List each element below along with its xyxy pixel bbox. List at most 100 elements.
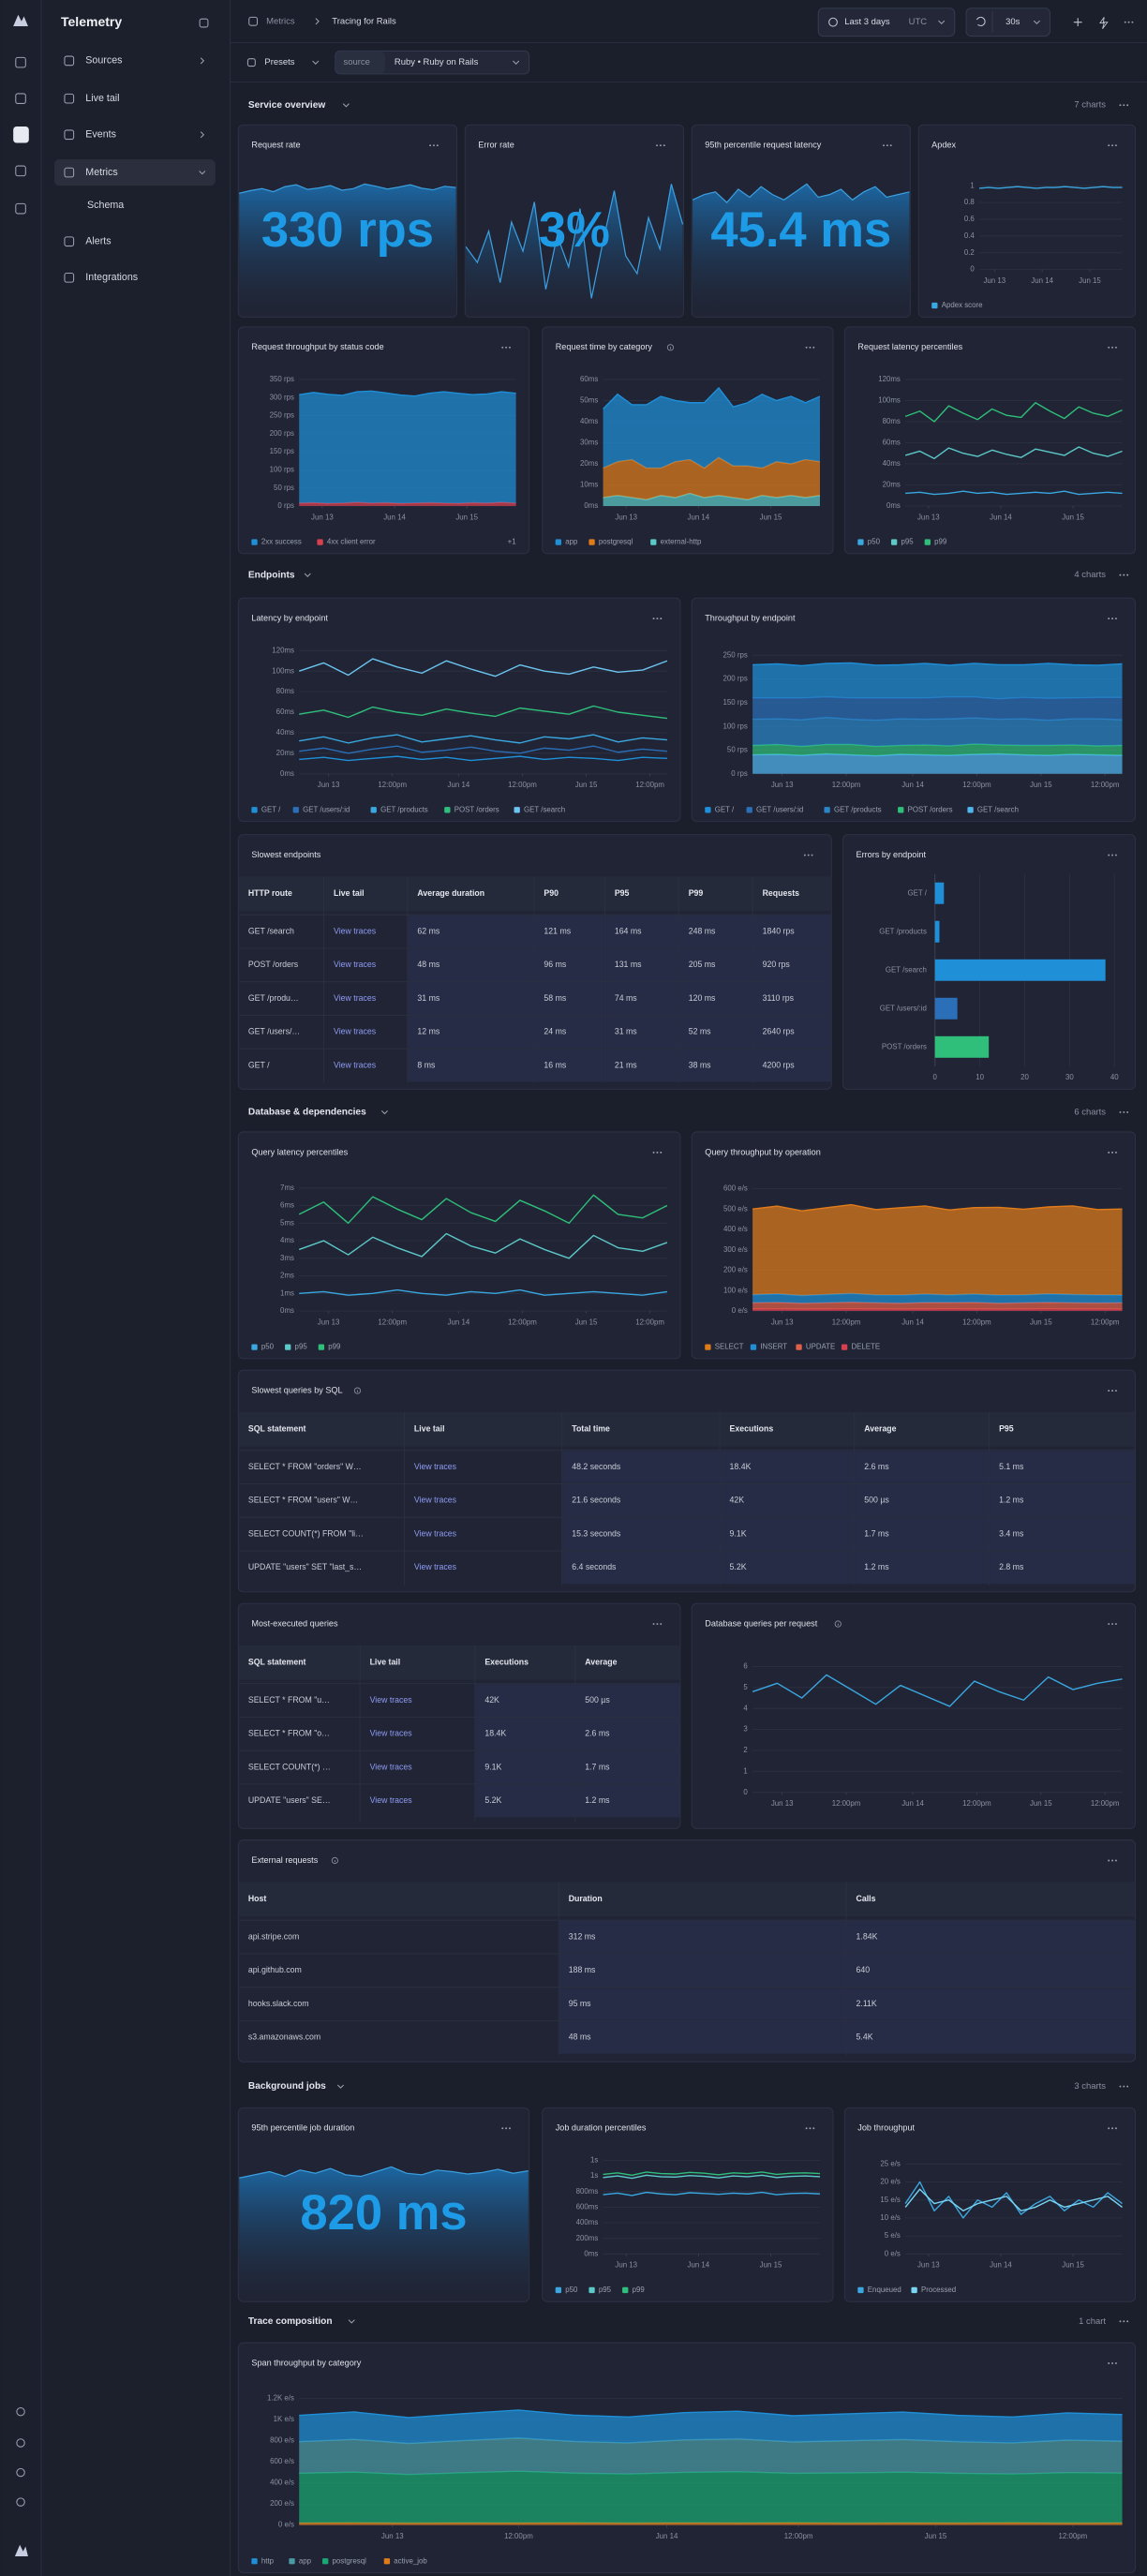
more-icon[interactable] bbox=[1119, 573, 1122, 576]
trace-link[interactable]: View traces bbox=[370, 1795, 413, 1805]
more-icon[interactable] bbox=[1114, 618, 1117, 620]
more-icon[interactable] bbox=[1108, 2361, 1110, 2364]
more-icon[interactable] bbox=[656, 144, 659, 147]
rail-active[interactable] bbox=[13, 126, 29, 143]
more-icon[interactable] bbox=[652, 618, 655, 620]
refresh-button[interactable] bbox=[965, 7, 1050, 37]
more-icon[interactable] bbox=[1114, 1623, 1117, 1625]
more-icon[interactable] bbox=[1126, 573, 1129, 576]
add-icon[interactable] bbox=[1073, 18, 1082, 27]
more-icon[interactable] bbox=[659, 144, 662, 147]
more-icon[interactable] bbox=[883, 144, 885, 147]
nav-item[interactable]: Events bbox=[85, 129, 116, 141]
more-icon[interactable] bbox=[1111, 2127, 1114, 2130]
more-icon[interactable] bbox=[1114, 1390, 1117, 1392]
nav-item[interactable]: Schema bbox=[87, 200, 124, 211]
more-icon[interactable] bbox=[1126, 2320, 1129, 2323]
more-icon[interactable] bbox=[1108, 1623, 1110, 1625]
more-icon[interactable] bbox=[1111, 1390, 1114, 1392]
more-icon[interactable] bbox=[501, 2127, 504, 2130]
more-icon[interactable] bbox=[1111, 346, 1114, 349]
more-icon[interactable] bbox=[1114, 2127, 1117, 2130]
more-icon[interactable] bbox=[1126, 2085, 1129, 2088]
more-icon[interactable] bbox=[1119, 104, 1122, 107]
more-icon[interactable] bbox=[436, 144, 439, 147]
section-title[interactable]: Background jobs bbox=[248, 2081, 326, 2092]
more-icon[interactable] bbox=[1131, 21, 1134, 23]
more-icon[interactable] bbox=[803, 854, 806, 856]
more-icon[interactable] bbox=[1124, 21, 1126, 23]
more-icon[interactable] bbox=[1111, 1623, 1114, 1625]
rail-icon[interactable] bbox=[16, 2406, 25, 2417]
rail-icon[interactable] bbox=[16, 2467, 25, 2478]
more-icon[interactable] bbox=[805, 346, 808, 349]
section-title[interactable]: Trace composition bbox=[248, 2316, 333, 2327]
more-icon[interactable] bbox=[656, 618, 659, 620]
more-icon[interactable] bbox=[1123, 573, 1125, 576]
bolt-icon[interactable] bbox=[1099, 17, 1109, 29]
section-title[interactable]: Endpoints bbox=[248, 570, 295, 580]
more-icon[interactable] bbox=[433, 144, 435, 147]
trace-link[interactable]: View traces bbox=[414, 1528, 457, 1538]
breadcrumb[interactable]: Metrics bbox=[266, 16, 295, 26]
rail-icon[interactable] bbox=[16, 2438, 25, 2448]
trace-link[interactable]: View traces bbox=[414, 1562, 457, 1571]
more-icon[interactable] bbox=[1108, 2127, 1110, 2130]
more-icon[interactable] bbox=[656, 1151, 659, 1154]
more-icon[interactable] bbox=[429, 144, 432, 147]
more-icon[interactable] bbox=[807, 854, 810, 856]
more-icon[interactable] bbox=[1108, 1151, 1110, 1154]
more-icon[interactable] bbox=[1127, 21, 1130, 23]
more-icon[interactable] bbox=[505, 2127, 508, 2130]
section-title[interactable]: Service overview bbox=[248, 100, 326, 111]
more-icon[interactable] bbox=[811, 854, 813, 856]
more-icon[interactable] bbox=[1114, 1151, 1117, 1154]
more-icon[interactable] bbox=[886, 144, 888, 147]
more-icon[interactable] bbox=[1123, 1110, 1125, 1113]
trace-link[interactable]: View traces bbox=[414, 1496, 457, 1505]
more-icon[interactable] bbox=[1108, 854, 1110, 856]
more-icon[interactable] bbox=[501, 346, 504, 349]
more-icon[interactable] bbox=[652, 1623, 655, 1625]
more-icon[interactable] bbox=[660, 1151, 663, 1154]
more-icon[interactable] bbox=[1111, 1151, 1114, 1154]
nav-item[interactable]: Sources bbox=[85, 55, 122, 67]
more-icon[interactable] bbox=[660, 618, 663, 620]
more-icon[interactable] bbox=[1108, 618, 1110, 620]
trace-link[interactable]: View traces bbox=[334, 926, 377, 935]
more-icon[interactable] bbox=[805, 2127, 808, 2130]
more-icon[interactable] bbox=[660, 1623, 663, 1625]
more-icon[interactable] bbox=[1119, 1110, 1122, 1113]
trace-link[interactable]: View traces bbox=[370, 1729, 413, 1738]
more-icon[interactable] bbox=[1111, 2361, 1114, 2364]
more-icon[interactable] bbox=[505, 346, 508, 349]
rail-icon[interactable] bbox=[16, 2497, 25, 2507]
more-icon[interactable] bbox=[1123, 2085, 1125, 2088]
more-icon[interactable] bbox=[809, 346, 812, 349]
presets[interactable]: Presets bbox=[264, 57, 294, 67]
more-icon[interactable] bbox=[1123, 2320, 1125, 2323]
more-icon[interactable] bbox=[1111, 144, 1114, 147]
more-icon[interactable] bbox=[1126, 1110, 1129, 1113]
more-icon[interactable] bbox=[663, 144, 665, 147]
nav-item[interactable]: Alerts bbox=[85, 236, 111, 247]
more-icon[interactable] bbox=[652, 1151, 655, 1154]
more-icon[interactable] bbox=[656, 1623, 659, 1625]
more-icon[interactable] bbox=[1111, 854, 1114, 856]
section-title[interactable]: Database & dependencies bbox=[248, 1108, 366, 1118]
trace-link[interactable]: View traces bbox=[334, 1060, 377, 1069]
trace-link[interactable]: View traces bbox=[334, 993, 377, 1003]
more-icon[interactable] bbox=[509, 2127, 511, 2130]
more-icon[interactable] bbox=[1108, 144, 1110, 147]
more-icon[interactable] bbox=[1108, 346, 1110, 349]
more-icon[interactable] bbox=[1108, 1390, 1110, 1392]
trace-link[interactable]: View traces bbox=[370, 1695, 413, 1705]
nav-item[interactable]: Live tail bbox=[85, 93, 119, 104]
more-icon[interactable] bbox=[812, 346, 815, 349]
nav-item[interactable]: Integrations bbox=[85, 272, 138, 283]
nav-item[interactable]: Metrics bbox=[85, 167, 117, 178]
trace-link[interactable]: View traces bbox=[334, 1027, 377, 1036]
trace-link[interactable]: View traces bbox=[414, 1462, 457, 1471]
more-icon[interactable] bbox=[812, 2127, 815, 2130]
trace-link[interactable]: View traces bbox=[334, 960, 377, 969]
